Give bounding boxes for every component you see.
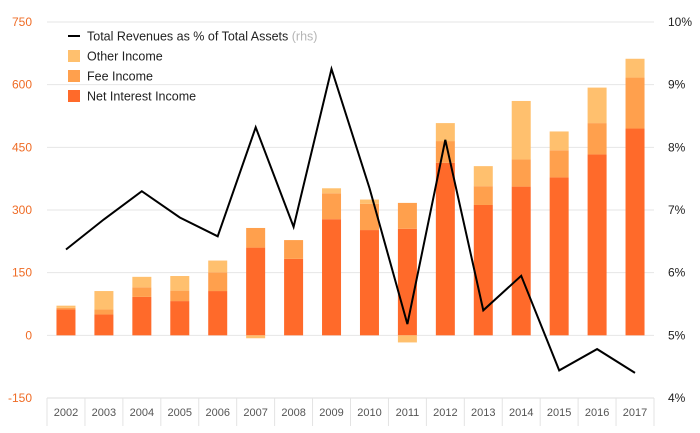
bar-other-income — [246, 335, 266, 339]
y-left-tick-label: 150 — [12, 266, 32, 280]
bar-other-income — [359, 199, 379, 204]
bar-other-income — [397, 335, 417, 343]
bar-fee-income — [284, 240, 304, 259]
bar-net-interest-income — [94, 314, 114, 336]
x-tick-label: 2004 — [130, 407, 154, 419]
bar-fee-income — [322, 193, 342, 220]
y-right-tick-label: 4% — [668, 391, 686, 405]
y-right-tick-label: 10% — [668, 15, 692, 29]
y-left-tick-label: -150 — [8, 391, 32, 405]
x-tick-label: 2010 — [357, 407, 381, 419]
bar-other-income — [473, 166, 493, 187]
legend-note: (rhs) — [288, 30, 317, 44]
legend-box-swatch — [68, 70, 80, 82]
bar-net-interest-income — [284, 258, 304, 336]
x-tick-label: 2015 — [547, 407, 571, 419]
bar-fee-income — [94, 309, 114, 315]
bar-other-income — [132, 276, 152, 288]
x-tick-label: 2002 — [54, 407, 78, 419]
bar-fee-income — [587, 123, 607, 155]
bar-other-income — [549, 131, 569, 151]
x-tick-label: 2005 — [168, 407, 192, 419]
bar-net-interest-income — [473, 204, 493, 336]
bar-net-interest-income — [208, 291, 228, 336]
bar-net-interest-income — [511, 186, 531, 336]
x-tick-label: 2013 — [471, 407, 495, 419]
bar-other-income — [511, 100, 531, 160]
legend-label: Total Revenues as % of Total Assets (rhs… — [87, 30, 317, 44]
legend-label: Fee Income — [87, 70, 153, 84]
bar-net-interest-income — [246, 247, 266, 336]
y-right-tick-label: 7% — [668, 203, 686, 217]
bar-fee-income — [549, 150, 569, 178]
legend-label: Net Interest Income — [87, 90, 196, 104]
bar-other-income — [170, 276, 190, 291]
y-left-tick-label: 300 — [12, 203, 32, 217]
bar-fee-income — [397, 202, 417, 229]
x-tick-label: 2012 — [433, 407, 457, 419]
bar-fee-income — [511, 159, 531, 187]
x-tick-label: 2006 — [205, 407, 229, 419]
bar-fee-income — [132, 287, 152, 297]
bar-other-income — [322, 188, 342, 194]
bar-fee-income — [170, 290, 190, 302]
y-right-tick-label: 9% — [668, 78, 686, 92]
bar-fee-income — [208, 272, 228, 292]
bar-net-interest-income — [359, 230, 379, 336]
bar-fee-income — [473, 186, 493, 205]
y-right-tick-label: 6% — [668, 266, 686, 280]
bar-fee-income — [56, 307, 76, 310]
y-left-tick-label: 0 — [25, 328, 32, 342]
x-tick-label: 2014 — [509, 407, 533, 419]
bar-fee-income — [625, 77, 645, 129]
bar-net-interest-income — [587, 154, 607, 336]
y-left-tick-label: 450 — [12, 140, 32, 154]
bar-other-income — [587, 87, 607, 124]
x-tick-label: 2003 — [92, 407, 116, 419]
bar-other-income — [56, 305, 76, 308]
bar-other-income — [625, 58, 645, 78]
x-tick-label: 2017 — [623, 407, 647, 419]
legend-box-swatch — [68, 90, 80, 102]
x-tick-label: 2007 — [243, 407, 267, 419]
bar-net-interest-income — [625, 128, 645, 336]
bar-net-interest-income — [549, 177, 569, 336]
bar-net-interest-income — [56, 309, 76, 336]
legend-label: Other Income — [87, 50, 163, 64]
bar-net-interest-income — [322, 219, 342, 336]
x-tick-label: 2009 — [319, 407, 343, 419]
bar-fee-income — [246, 227, 266, 248]
x-tick-label: 2016 — [585, 407, 609, 419]
bar-net-interest-income — [435, 162, 455, 336]
bar-net-interest-income — [170, 301, 190, 336]
line-total-revenues-pct-assets — [65, 65, 636, 374]
bar-other-income — [435, 123, 455, 142]
bar-fee-income — [359, 203, 379, 231]
bar-other-income — [94, 291, 114, 310]
bar-other-income — [208, 260, 228, 273]
legend-box-swatch — [68, 50, 80, 62]
bar-net-interest-income — [132, 296, 152, 336]
y-right-tick-label: 5% — [668, 328, 686, 342]
y-right-tick-label: 8% — [668, 140, 686, 154]
x-tick-label: 2011 — [396, 407, 420, 419]
x-tick-label: 2008 — [281, 407, 305, 419]
y-left-tick-label: 600 — [12, 78, 32, 92]
y-left-tick-label: 750 — [12, 15, 32, 29]
